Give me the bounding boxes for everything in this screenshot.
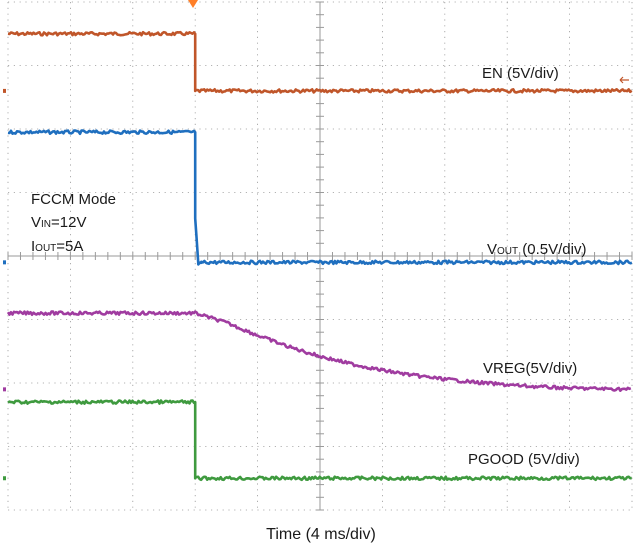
right-edge-arrow bbox=[619, 76, 629, 84]
condition-iout: IOUT=5A bbox=[31, 238, 83, 255]
trace-vreg bbox=[6, 310, 632, 393]
ground-marker bbox=[3, 387, 6, 392]
trace-en bbox=[7, 30, 633, 94]
series-label-vreg: VREG(5V/div) bbox=[483, 360, 577, 377]
traces bbox=[3, 30, 633, 482]
trigger-marker bbox=[188, 0, 198, 8]
series-label-en: EN (5V/div) bbox=[482, 65, 559, 82]
trace-pgood bbox=[7, 399, 632, 482]
condition-vin: VIN=12V bbox=[31, 214, 86, 231]
ground-marker bbox=[3, 260, 6, 265]
series-label-vout: VOUT (0.5V/div) bbox=[487, 241, 586, 258]
ground-marker bbox=[3, 88, 6, 93]
trace-vout bbox=[7, 129, 633, 266]
x-axis-label: Time (4 ms/div) bbox=[266, 526, 376, 543]
ground-marker bbox=[3, 476, 6, 481]
series-label-pgood: PGOOD (5V/div) bbox=[468, 451, 580, 468]
condition-mode: FCCM Mode bbox=[31, 191, 116, 208]
